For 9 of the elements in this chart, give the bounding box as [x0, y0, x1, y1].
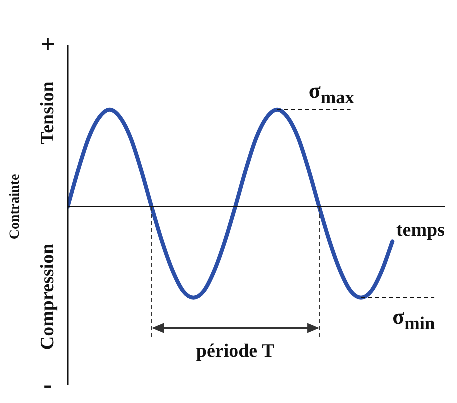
x-axis-title: temps: [396, 220, 445, 241]
ref-line-label: σ$_{max}$: [308, 78, 354, 108]
text: Tension: [38, 82, 58, 144]
ref-line-label: σ$_{min}$: [392, 304, 436, 334]
text: +: [40, 30, 56, 59]
text: Compression: [38, 243, 58, 350]
text: période T: [196, 340, 275, 362]
y-axis-title: Contrainte: [8, 174, 23, 240]
text: -: [44, 370, 52, 399]
